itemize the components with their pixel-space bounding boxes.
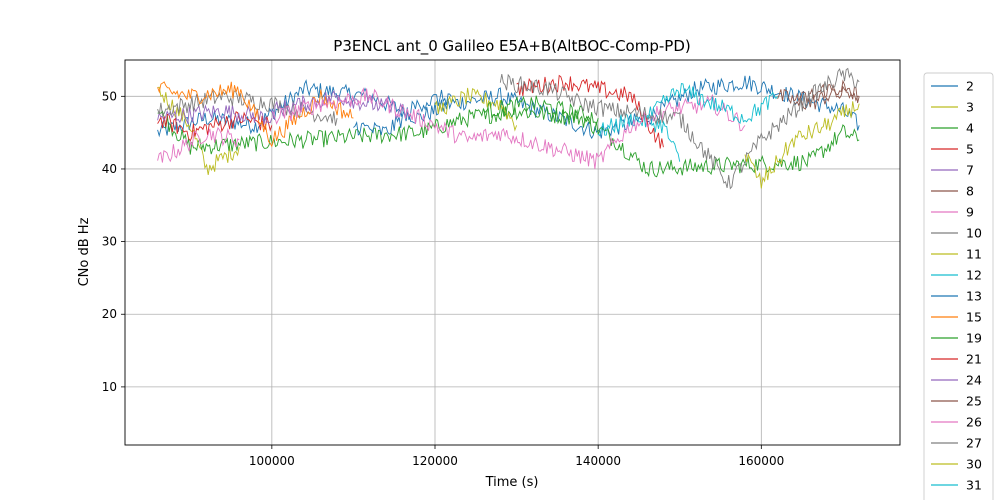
series-line-13 (353, 89, 452, 136)
series-line-3 (157, 86, 240, 175)
series-line-15 (157, 81, 354, 148)
series-line-12 (597, 112, 681, 162)
series-line-9 (157, 126, 240, 163)
legend-entry-label: 11 (966, 247, 982, 262)
series-line-30 (744, 101, 860, 189)
x-axis-label: Time (s) (485, 475, 539, 490)
legend-entry-label: 4 (966, 121, 974, 136)
legend-entry-label: 21 (966, 352, 982, 367)
legend-entry-label: 3 (966, 100, 974, 115)
y-axis-label: CNo dB Hz (77, 217, 92, 286)
chart-title: P3ENCL ant_0 Galileo E5A+B(AltBOC-Comp-P… (333, 37, 690, 56)
legend-entry-label: 13 (966, 289, 982, 304)
series-line-8 (777, 79, 860, 110)
series-layer (157, 67, 860, 190)
legend-entry-label: 19 (966, 331, 982, 346)
series-line-21 (516, 74, 664, 149)
legend-entry-label: 12 (966, 268, 982, 283)
series-line-24 (271, 90, 403, 119)
legend-entry-label: 25 (966, 394, 982, 409)
legend: 2 3 4 5 7 8 9 10 11 12 13 15 19 21 24 25 26 27 30 31 (923, 72, 994, 500)
y-tick-label: 40 (102, 162, 117, 176)
legend-entry-label: 9 (966, 205, 974, 220)
series-line-25 (793, 83, 860, 107)
x-tick-label: 120000 (412, 454, 458, 468)
series-line-26 (271, 87, 746, 170)
series-line-11 (434, 87, 518, 132)
legend-entry-label: 26 (966, 415, 982, 430)
series-line-27 (499, 67, 860, 190)
legend-entry-label: 15 (966, 310, 982, 325)
legend-entry-label: 30 (966, 457, 982, 472)
series-line-7 (157, 104, 273, 126)
series-line-19 (483, 95, 599, 125)
legend-entry-label: 31 (966, 478, 982, 493)
y-tick-label: 20 (102, 307, 117, 321)
legend-entry-label: 10 (966, 226, 982, 241)
legend-entry-label: 2 (966, 79, 974, 94)
x-tick-label: 140000 (575, 454, 621, 468)
series-line-10 (157, 89, 338, 126)
series-line-31 (646, 82, 778, 124)
legend-entry-label: 27 (966, 436, 982, 451)
x-tick-label: 100000 (249, 454, 295, 468)
plot-frame (124, 59, 901, 446)
axis-ticks: 100000 120000 140000 160000 10 20 30 40 50 (102, 89, 785, 468)
y-tick-label: 10 (102, 380, 117, 394)
legend-box (923, 72, 994, 500)
legend-entry-label: 24 (966, 373, 982, 388)
y-tick-label: 50 (102, 89, 117, 103)
series-line-5 (157, 111, 273, 142)
legend-entry-label: 8 (966, 184, 974, 199)
y-tick-label: 30 (102, 235, 117, 249)
legend-entry-label: 5 (966, 142, 974, 157)
x-tick-label: 160000 (738, 454, 784, 468)
legend-entry-label: 7 (966, 163, 974, 178)
